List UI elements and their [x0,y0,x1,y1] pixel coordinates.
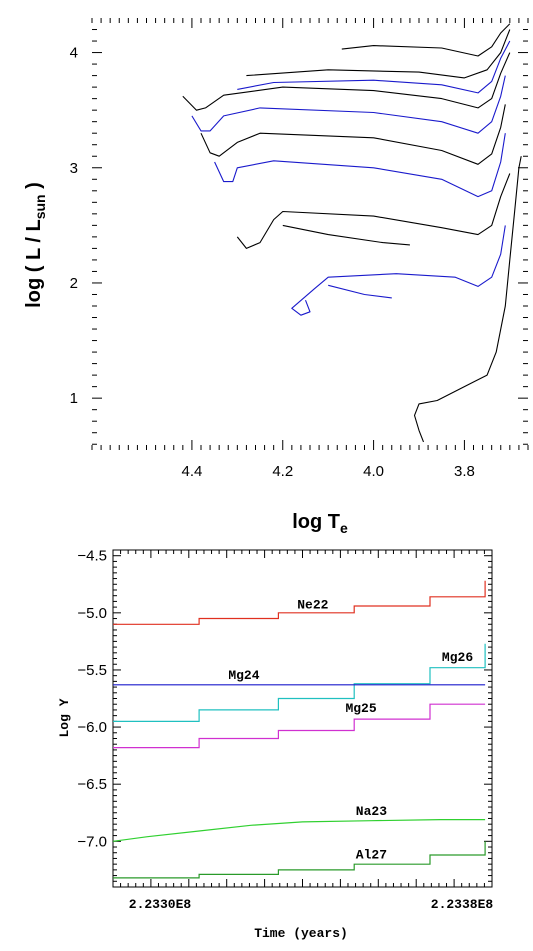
abundance-y-tick-label: −4.5 [77,548,107,565]
hr-track-blue-5 [214,133,506,198]
hr-track-blue-2 [328,284,392,299]
hr-track-black-11 [341,23,511,57]
hr-track-blue-1 [291,225,506,316]
abundance-plot: −4.5 −5.0 −5.5 −6.0 −6.5 −7.0 2.2330E8 2.2338E8… [57,548,493,941]
series-label-na23: Na23 [356,804,387,819]
abundance-series-lines [112,580,486,879]
hr-track-black-3 [236,173,511,249]
hr-x-tick-label: 4.4 [181,463,202,480]
hr-y-tick-label: 1 [70,390,78,407]
hr-track-black-6 [200,104,506,165]
series-label-mg25: Mg25 [345,701,376,716]
abundance-x-axis-label: Time (years) [254,926,348,941]
hr-x-tick-label: 4.2 [272,463,293,480]
hr-axis-ticks [91,18,529,450]
abundance-y-tick-label: −7.0 [77,833,107,850]
abundance-y-tick-label: −5.5 [77,662,107,679]
series-label-al27: Al27 [356,847,387,862]
series-line-na23 [112,819,486,842]
series-label-mg24: Mg24 [228,668,259,683]
hr-track-black-10 [246,29,511,79]
hr-tick-labels: 4.4 4.2 4.0 3.8 1 2 3 4 [70,45,475,480]
hr-track-black-8 [182,52,511,111]
abundance-tick-labels: −4.5 −5.0 −5.5 −6.0 −6.5 −7.0 2.2330E8 2.2338E8 [77,548,493,912]
hr-x-tick-label: 3.8 [454,463,475,480]
hr-track-black-0 [413,156,522,443]
abundance-y-tick-label: −5.0 [77,605,107,622]
hr-x-axis-label: log Te [292,511,348,535]
hr-track-blue-9 [237,40,511,94]
hr-y-tick-label: 4 [70,45,78,62]
abundance-axis-ticks [112,549,493,888]
hr-diagram: 4.4 4.2 4.0 3.8 1 2 3 4 log Te log ( L / Lsun ) [23,18,529,535]
hr-plot-frame [92,18,528,450]
hr-evolution-tracks [182,23,522,443]
abundance-y-tick-label: −6.5 [77,776,107,793]
hr-track-black-4 [282,224,410,246]
hr-y-tick-label: 2 [70,275,78,292]
hr-track-blue-7 [191,75,506,134]
abundance-y-axis-label: Log Y [57,698,72,737]
series-line-ne22 [113,580,486,625]
abundance-x-tick-label: 2.2330E8 [129,897,192,912]
hr-y-axis-label: log ( L / Lsun ) [23,182,48,308]
series-line-mg25 [113,703,486,749]
hr-plot-area [92,18,528,450]
abundance-y-tick-label: −6.0 [77,719,107,736]
series-line-al27 [113,841,486,879]
abundance-series-labels: Ne22 Mg26 Mg24 Mg25 Na23 Al27 [228,597,473,862]
abundance-x-tick-label: 2.2338E8 [431,897,494,912]
series-label-mg26: Mg26 [442,650,473,665]
series-label-ne22: Ne22 [297,597,328,612]
hr-y-tick-label: 3 [70,160,78,177]
hr-x-tick-label: 4.0 [363,463,384,480]
series-line-mg26 [113,643,486,722]
